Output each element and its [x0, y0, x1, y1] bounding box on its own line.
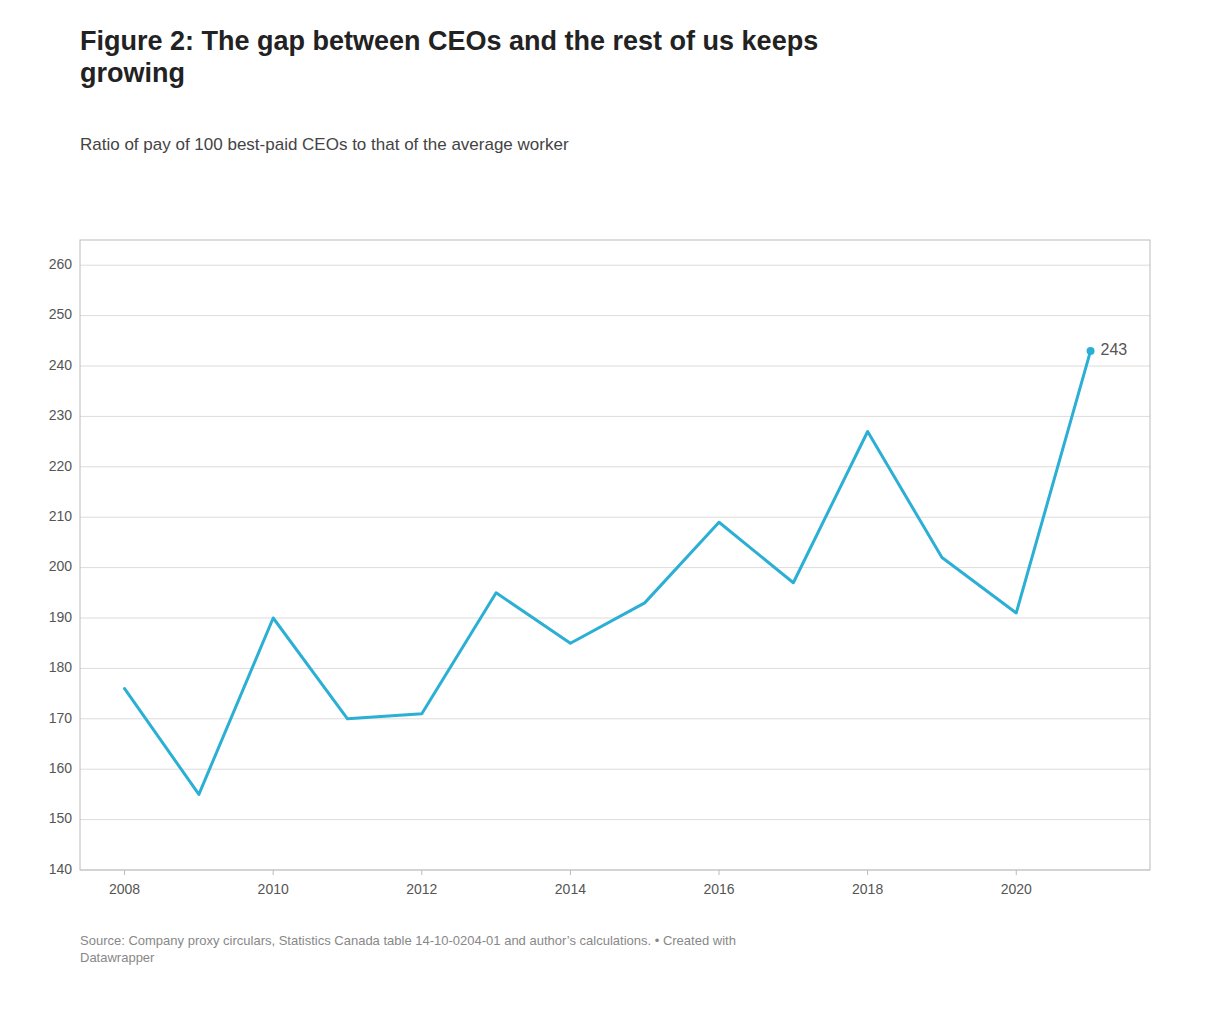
y-tick-label: 190 [49, 609, 73, 625]
y-tick-label: 260 [49, 256, 73, 272]
x-tick-label: 2010 [258, 881, 289, 897]
grid-line [80, 718, 1150, 719]
x-tick [867, 870, 868, 875]
y-tick-label: 210 [49, 508, 73, 524]
x-tick [421, 870, 422, 875]
x-tick-label: 2012 [406, 881, 437, 897]
y-tick-label: 180 [49, 659, 73, 675]
y-tick-label: 150 [49, 810, 73, 826]
marks [125, 347, 1095, 795]
title: Figure 2: The gap between CEOs and the r… [80, 26, 818, 88]
x-tick-label: 2008 [109, 881, 140, 897]
end-dot [1087, 347, 1095, 355]
plot-frame [80, 240, 1150, 870]
x-tick-label: 2020 [1001, 881, 1032, 897]
y-tick-label: 200 [49, 558, 73, 574]
chart: Figure 2: The gap between CEOs and the r… [0, 0, 1220, 1019]
grid-line [80, 819, 1150, 820]
x-tick [273, 870, 274, 875]
x-tick [570, 870, 571, 875]
y-tick-label: 250 [49, 306, 73, 322]
x-tick-label: 2018 [852, 881, 883, 897]
y-tick-label: 170 [49, 710, 73, 726]
x-tick [124, 870, 125, 875]
x-tick [1016, 870, 1017, 875]
grid-line [80, 466, 1150, 467]
x-tick [719, 870, 720, 875]
y-tick-label: 140 [49, 861, 73, 877]
y-tick-label: 230 [49, 407, 73, 423]
y-tick-label: 160 [49, 760, 73, 776]
grid-line [80, 416, 1150, 417]
grid-line [80, 567, 1150, 568]
subtitle: Ratio of pay of 100 best-paid CEOs to th… [80, 135, 569, 154]
line [125, 351, 1091, 795]
grid-line [80, 517, 1150, 518]
y-tick-label: 240 [49, 357, 73, 373]
annotation: 243 [1101, 341, 1128, 358]
grid-line [80, 668, 1150, 669]
y-grid [80, 265, 1150, 870]
grid-line [80, 265, 1150, 266]
y-tick-label: 220 [49, 458, 73, 474]
x-tick-label: 2014 [555, 881, 586, 897]
source: Source: Company proxy circulars, Statist… [80, 933, 736, 965]
grid-line [80, 366, 1150, 367]
x-tick-label: 2016 [703, 881, 734, 897]
grid-line [80, 769, 1150, 770]
grid-line [80, 315, 1150, 316]
